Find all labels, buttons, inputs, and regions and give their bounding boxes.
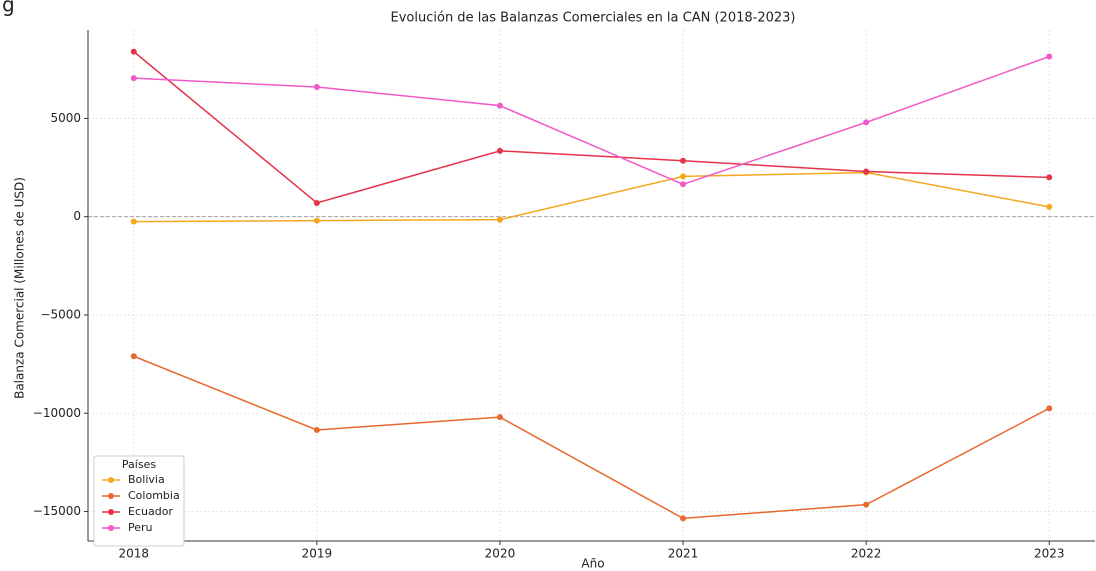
y-tick-label: 5000 [50,111,81,125]
legend-box [93,455,185,547]
x-axis-label: Año [581,557,604,571]
point [496,414,503,421]
point [680,173,687,180]
point [1046,203,1053,210]
point [496,147,503,154]
legend-label: Bolivia [128,473,165,486]
series-line [133,171,1050,223]
legend-marker [108,493,114,499]
point [1046,53,1053,60]
x-tick-label: 2023 [1034,547,1065,561]
legend-title: Países [122,458,156,471]
x-tick-label: 2022 [851,547,882,561]
point [496,216,503,223]
y-tick-label: 0 [73,209,81,223]
series-line [133,355,1050,520]
chart-title: Evolución de las Balanzas Comerciales en… [391,11,796,26]
point [313,199,320,206]
point [313,217,320,224]
series-line [133,51,1050,204]
point [130,353,137,360]
series-line [133,55,1050,186]
point [313,83,320,90]
y-tick-label: −15000 [33,504,81,518]
point [313,426,320,433]
point [863,501,870,508]
x-tick-label: 2020 [485,547,516,561]
point [680,181,687,188]
point [863,119,870,126]
legend-label: Colombia [128,489,180,502]
point [130,75,137,82]
x-tick-label: 2019 [302,547,333,561]
point [1046,405,1053,412]
y-tick-label: −10000 [33,406,81,420]
legend-label: Peru [128,521,153,534]
legend-marker [108,525,114,531]
x-tick-label: 2021 [668,547,699,561]
x-tick-label: 2018 [118,547,149,561]
point [680,515,687,522]
point [680,157,687,164]
point [496,102,503,109]
point [130,48,137,55]
legend-marker [108,477,114,483]
y-axis-label: Balanza Comercial (Millones de USD) [13,177,27,399]
y-tick-label: −5000 [40,307,81,321]
corner-fragment: g [2,0,15,17]
legend-marker [108,509,114,515]
point [130,218,137,225]
legend-label: Ecuador [128,505,173,518]
point [1046,174,1053,181]
point [863,168,870,175]
